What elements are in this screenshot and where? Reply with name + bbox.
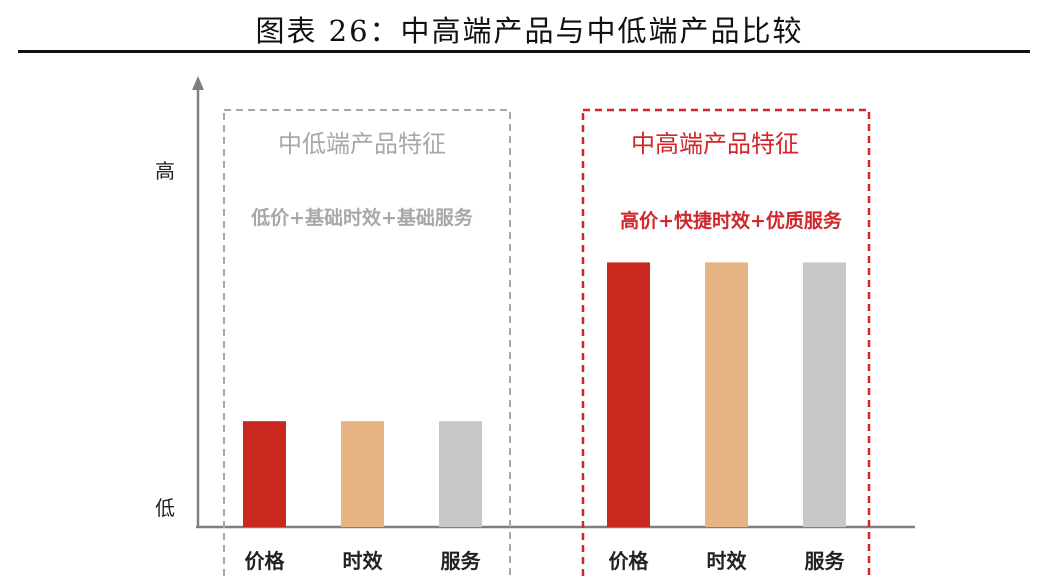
low-end-bar-time	[341, 421, 384, 527]
low-end-group-title: 中低端产品特征	[278, 130, 446, 158]
high-end-bar-service	[803, 262, 846, 527]
low-end-tick-label-price: 价格	[245, 549, 286, 573]
y-axis-arrow	[192, 76, 204, 90]
high-end-group-subtitle: 高价+快捷时效+优质服务	[620, 209, 843, 232]
high-end-bar-time	[705, 262, 748, 527]
low-end-tick-label-time: 时效	[343, 549, 383, 573]
y-axis-low-label: 低	[155, 496, 175, 520]
low-end-group-box	[223, 109, 511, 578]
low-end-bar-price	[243, 421, 286, 527]
y-axis-high-label: 高	[155, 159, 175, 183]
low-end-tick-label-service: 服务	[441, 549, 482, 573]
low-end-group-subtitle: 低价+基础时效+基础服务	[250, 206, 474, 229]
high-end-group-box	[581, 108, 871, 578]
high-end-tick-label-time: 时效	[707, 549, 747, 573]
high-end-tick-label-service: 服务	[805, 549, 846, 573]
high-end-tick-label-price: 价格	[609, 549, 650, 573]
low-end-bar-service	[439, 421, 482, 527]
high-end-group-title: 中高端产品特征	[631, 130, 799, 158]
high-end-bar-price	[607, 262, 650, 527]
figure-title: 图表 26：中高端产品与中低端产品比较	[255, 14, 804, 48]
title-rule	[18, 50, 1030, 53]
